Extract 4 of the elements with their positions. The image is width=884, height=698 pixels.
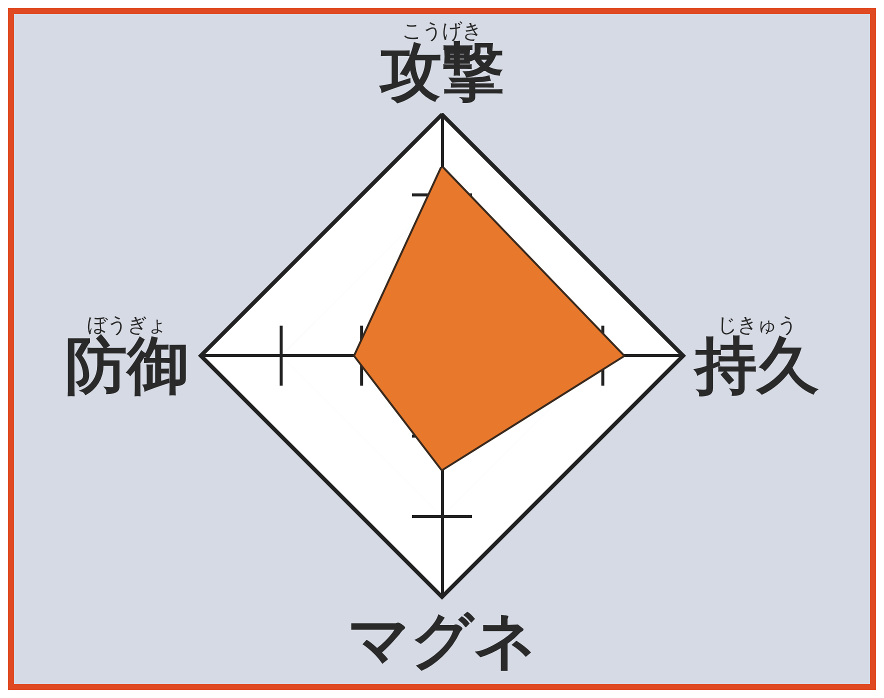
spoke-label: こうげき攻撃: [379, 18, 504, 108]
spoke-label: じきゅう持久: [693, 312, 820, 402]
spoke-label: ぼうぎょ防御: [64, 312, 189, 402]
spoke-label: マグネ: [348, 603, 536, 676]
